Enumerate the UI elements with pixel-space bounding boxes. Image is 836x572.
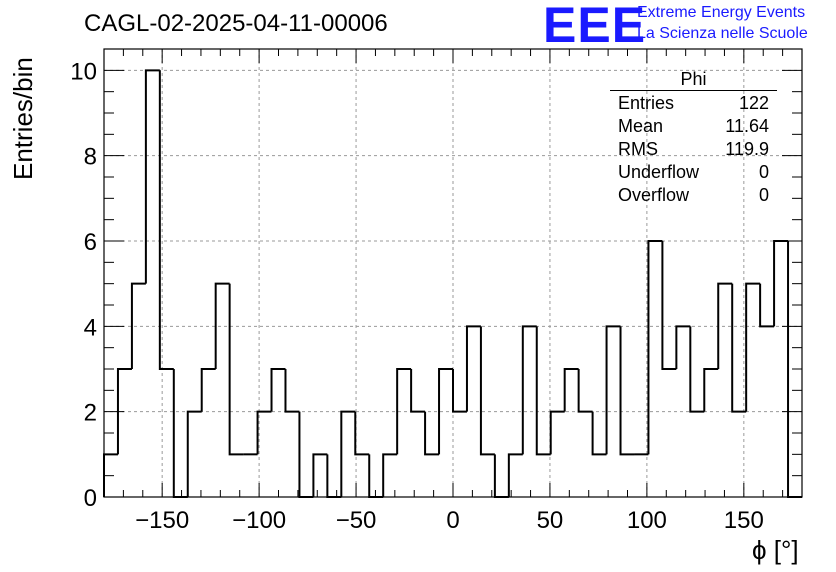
- histogram-bin: [284, 369, 300, 413]
- histogram-bin: [591, 411, 607, 456]
- histogram-bin: [759, 283, 775, 328]
- x-tick-label: 50: [537, 507, 564, 534]
- histogram-bin: [745, 282, 761, 412]
- histogram-bin: [368, 454, 384, 498]
- logo-line-2: La Scienza nelle Scuole: [637, 25, 808, 42]
- histogram-bin: [731, 283, 747, 413]
- grid-lines: [104, 49, 802, 497]
- histogram-bin: [661, 241, 677, 370]
- histogram-bin: [144, 69, 160, 284]
- histogram-bin: [158, 70, 174, 370]
- stats-value: 0: [758, 162, 769, 182]
- stats-label: Overflow: [618, 185, 690, 205]
- histogram-bin: [535, 326, 551, 456]
- histogram-bin: [326, 454, 342, 498]
- x-tick-label: −100: [232, 507, 286, 534]
- y-tick-label: 6: [84, 229, 97, 256]
- histogram-bin: [256, 410, 272, 455]
- histogram-bin: [270, 368, 286, 412]
- histogram-bin: [521, 325, 537, 455]
- histogram-bin: [507, 453, 523, 497]
- stats-value: 122: [738, 93, 769, 113]
- histogram-bin: [493, 454, 509, 498]
- histogram-bin: [773, 240, 789, 327]
- y-axis-label: Entries/bin: [8, 57, 38, 180]
- histogram-bin: [577, 369, 593, 413]
- stats-label: RMS: [618, 139, 658, 159]
- stats-row-entries: Entries 122: [610, 92, 777, 115]
- stats-value: 0: [758, 185, 769, 205]
- y-tick-label: 0: [84, 485, 97, 512]
- stats-row-rms: RMS 119.9: [610, 138, 777, 161]
- histogram-bin: [675, 325, 691, 369]
- histogram-bin: [424, 411, 440, 456]
- histogram-bin: [214, 282, 230, 369]
- histogram-bin: [172, 369, 188, 498]
- histogram-bin: [479, 326, 495, 456]
- axis-tick-labels: −150 −100 −50 0 50 100 150 0 2 4 6 8 10: [70, 58, 764, 534]
- histogram-bin: [465, 325, 481, 412]
- histogram-bin: [717, 282, 733, 369]
- stats-label: Entries: [618, 93, 675, 113]
- stats-row-mean: Mean 11.64: [610, 115, 777, 138]
- stats-value: 11.64: [725, 116, 769, 136]
- x-tick-label: −150: [135, 507, 189, 534]
- histogram-bin: [647, 240, 663, 455]
- histogram-bin: [298, 411, 314, 498]
- histogram-bin: [340, 410, 356, 497]
- stats-box: Phi Entries 122 Mean 11.64 RMS 119.9 Und…: [610, 68, 777, 207]
- histogram-bin: [452, 369, 467, 413]
- eee-logo: EEE: [543, 0, 647, 53]
- x-tick-label: 150: [724, 507, 764, 534]
- y-tick-label: 10: [70, 58, 97, 85]
- histogram-bin: [605, 325, 621, 455]
- histogram-bin: [382, 453, 398, 497]
- logo-line-1: Extreme Energy Events: [637, 4, 806, 21]
- y-tick-label: 4: [84, 314, 97, 341]
- stats-title: Phi: [610, 68, 777, 91]
- histogram-bin: [396, 368, 412, 455]
- stats-label: Mean: [618, 116, 664, 136]
- x-tick-label: −50: [336, 507, 377, 534]
- histogram-bin: [563, 368, 579, 412]
- histogram-bin: [549, 410, 565, 455]
- histogram-bin: [200, 368, 216, 412]
- histogram-bin: [703, 368, 719, 412]
- histogram-bin: [354, 411, 370, 456]
- y-tick-label: 8: [84, 144, 97, 171]
- histogram-bin: [438, 368, 453, 455]
- stats-row-overflow: Overflow 0: [610, 184, 777, 207]
- y-tick-label: 2: [84, 400, 97, 427]
- histogram-bin: [619, 326, 635, 456]
- histogram-bin: [116, 368, 132, 455]
- histogram-bin: [312, 453, 328, 497]
- x-tick-label: 0: [446, 507, 459, 534]
- stats-value: 119.9: [725, 139, 769, 159]
- histogram-bin: [186, 410, 202, 497]
- histogram-bin: [689, 326, 705, 413]
- histogram-bin: [228, 283, 244, 456]
- histogram-bin: [130, 282, 146, 369]
- chart-title: CAGL-02-2025-04-11-00006: [84, 10, 388, 37]
- axis-ticks: [103, 48, 803, 498]
- stats-label: Underflow: [618, 162, 700, 182]
- stats-row-underflow: Underflow 0: [610, 161, 777, 184]
- histogram-bin: [410, 369, 426, 413]
- x-tick-label: 100: [627, 507, 667, 534]
- x-axis-label: ϕ [°]: [752, 535, 799, 565]
